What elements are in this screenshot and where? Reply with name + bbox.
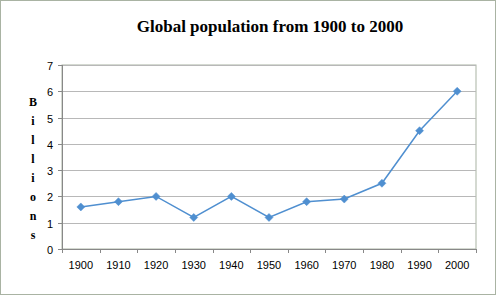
marker (77, 203, 85, 211)
x-axis (62, 249, 476, 250)
x-tick (250, 249, 251, 253)
x-tick (62, 249, 63, 253)
title: Global population from 1900 to 2000 (137, 17, 404, 36)
x-tick (401, 249, 402, 253)
grid-line (62, 196, 476, 197)
x-tick (213, 249, 214, 253)
marker (378, 179, 386, 187)
y-tick-label: 7 (47, 60, 53, 72)
x-tick (363, 249, 364, 253)
y-tick-label: 6 (47, 86, 53, 98)
y-tick-label: 2 (47, 191, 53, 203)
y-tick (58, 65, 62, 66)
marker (453, 87, 461, 95)
chart: Global population from 1900 to 2000 0 1 2 3 4… (0, 0, 496, 295)
marker (114, 198, 122, 206)
x-tick (100, 249, 101, 253)
x-tick (325, 249, 326, 253)
y-tick (58, 144, 62, 145)
y-axis-label: Billions (29, 95, 37, 242)
x-tick-label: 1930 (181, 259, 205, 271)
marker (227, 192, 235, 200)
grid-line (62, 118, 476, 119)
marker (303, 198, 311, 206)
grid-line (62, 170, 476, 171)
grid-line (62, 144, 476, 145)
x-tick-label: 1910 (106, 259, 130, 271)
y-tick (58, 91, 62, 92)
y-tick (58, 249, 62, 250)
y-tick (58, 223, 62, 224)
x-tick-label: 2000 (445, 259, 469, 271)
chart-border (1, 1, 496, 295)
x-tick-label: 1990 (407, 259, 431, 271)
y-tick-label: 0 (47, 244, 53, 256)
y-tick-label: 1 (47, 218, 53, 230)
y-tick-label: 5 (47, 113, 53, 125)
grid-line (62, 249, 476, 250)
x-tick (137, 249, 138, 253)
y-tick (58, 196, 62, 197)
y-tick (58, 170, 62, 171)
x-tick (438, 249, 439, 253)
y-tick-label: 4 (47, 139, 53, 151)
marker (190, 213, 198, 221)
grid-line (62, 65, 476, 66)
y-tick (58, 118, 62, 119)
y-tick-label: 3 (47, 165, 53, 177)
x-tick (476, 249, 477, 253)
x-tick-label: 1980 (370, 259, 394, 271)
x-tick-label: 1900 (69, 259, 93, 271)
marker (416, 127, 424, 135)
x-tick-label: 1920 (144, 259, 168, 271)
x-tick-label: 1970 (332, 259, 356, 271)
x-tick-label: 1950 (257, 259, 281, 271)
x-tick (175, 249, 176, 253)
plot-frame (62, 65, 476, 249)
series-line (81, 91, 457, 217)
series-group (77, 87, 461, 221)
x-tick-label: 1960 (294, 259, 318, 271)
y-axis (62, 65, 63, 249)
x-tick (288, 249, 289, 253)
chart-container: Global population from 1900 to 2000 0 1 2 3 4… (0, 0, 496, 295)
grid-line (62, 91, 476, 92)
marker (340, 195, 348, 203)
marker (265, 213, 273, 221)
grid-line (62, 223, 476, 224)
x-tick-label: 1940 (219, 259, 243, 271)
marker (152, 192, 160, 200)
